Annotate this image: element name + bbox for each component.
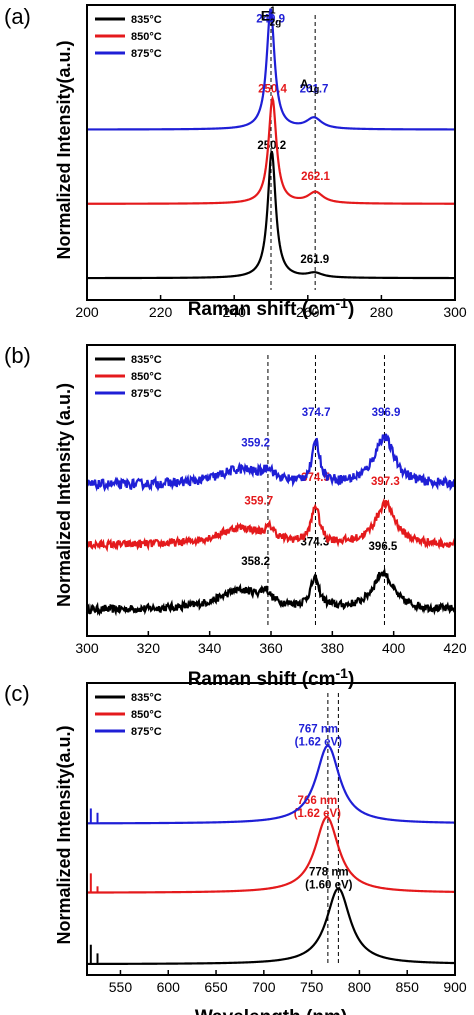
legend-label: 835°C: [131, 14, 162, 26]
legend-label: 875°C: [131, 388, 162, 400]
peak-label: 261.7: [300, 83, 329, 95]
x-tick-label: 200: [75, 304, 99, 320]
series-line: [87, 150, 455, 280]
panel-label: (c): [4, 681, 30, 706]
series-line: [87, 744, 456, 825]
x-tick-label: 360: [259, 640, 283, 656]
x-tick-label: 240: [223, 304, 247, 320]
series-line: [87, 94, 455, 205]
x-axis-title: Wavelength (nm): [195, 1007, 347, 1015]
x-tick-label: 380: [321, 640, 345, 656]
x-axis-title: Raman shift (cm-1): [188, 295, 355, 320]
x-tick-label: 700: [252, 979, 276, 995]
x-tick-label: 900: [443, 979, 467, 995]
peak-label: 778 nm: [309, 867, 349, 879]
legend: 835°C 850°C 875°C: [95, 14, 162, 60]
series-line: [85, 567, 457, 617]
x-tick-label: 300: [443, 304, 467, 320]
x-tick-label: 800: [348, 979, 372, 995]
x-axis-title: Raman shift (cm-1): [188, 665, 355, 690]
y-axis-title: Normalized Intensity (a.u.): [54, 383, 74, 607]
panel-label: (a): [4, 4, 31, 29]
x-tick-label: 260: [296, 304, 320, 320]
series-line: [87, 8, 455, 131]
x-tick-label: 340: [198, 640, 222, 656]
peak-label: 396.5: [369, 541, 398, 553]
panel-c: (c)778 nm(1.60 eV)766 nm(1.62 eV)767 nm(…: [4, 681, 467, 1015]
series-line: [86, 433, 457, 493]
x-tick-label: 650: [204, 979, 228, 995]
peak-name-label: A1g: [300, 77, 319, 94]
peak-label: 359.7: [244, 496, 273, 508]
legend: 835°C 850°C 875°C: [95, 354, 162, 400]
peak-label: 250.4: [258, 83, 287, 95]
peak-label: (1.62 eV): [294, 808, 341, 820]
y-axis-title: Normalized Intensity(a.u.): [54, 725, 74, 944]
peak-label: 374.3: [300, 536, 329, 548]
peak-label: 249.9: [256, 13, 285, 25]
x-tick-label: 420: [443, 640, 467, 656]
panel-label: (b): [4, 343, 31, 368]
x-tick-label: 280: [370, 304, 394, 320]
x-tick-label: 400: [382, 640, 406, 656]
legend-label: 875°C: [131, 726, 162, 738]
series-line: [87, 887, 456, 966]
peak-label: 250.2: [257, 140, 286, 152]
legend-label: 850°C: [131, 371, 162, 383]
plot-frame: [86, 682, 456, 976]
peak-label: 396.9: [372, 407, 401, 419]
plot-frame: [86, 4, 456, 301]
legend-label: 875°C: [131, 48, 162, 60]
legend-label: 835°C: [131, 354, 162, 366]
x-tick-label: 600: [157, 979, 181, 995]
series-line: [85, 497, 457, 553]
peak-label: 767 nm: [298, 724, 338, 736]
x-tick-label: 550: [109, 979, 133, 995]
legend: 835°C 850°C 875°C: [95, 692, 162, 738]
peak-label: 374.7: [302, 407, 331, 419]
series-line: [87, 815, 456, 894]
peak-name-label: E1 2g: [261, 5, 282, 28]
peak-label: 262.1: [301, 171, 330, 183]
peak-label: 358.2: [241, 556, 270, 568]
x-tick-label: 300: [75, 640, 99, 656]
peak-label: 766 nm: [298, 795, 338, 807]
peak-label: 359.2: [241, 437, 270, 449]
peak-label: (1.62 eV): [295, 737, 342, 749]
peak-label: (1.60 eV): [305, 879, 352, 891]
legend-label: 835°C: [131, 692, 162, 704]
x-tick-label: 220: [149, 304, 173, 320]
x-tick-label: 750: [300, 979, 324, 995]
legend-label: 850°C: [131, 709, 162, 721]
panel-a: (a) 250.2 261.9 250.4 262.1 249.9 261.7 E1 2g A1g…: [4, 4, 467, 320]
peak-label: 397.3: [371, 476, 400, 488]
y-axis-title: Normalized Intensity(a.u.): [54, 40, 74, 259]
x-tick-label: 850: [396, 979, 420, 995]
x-tick-label: 320: [137, 640, 161, 656]
legend-label: 850°C: [131, 31, 162, 43]
peak-label: 261.9: [300, 254, 329, 266]
